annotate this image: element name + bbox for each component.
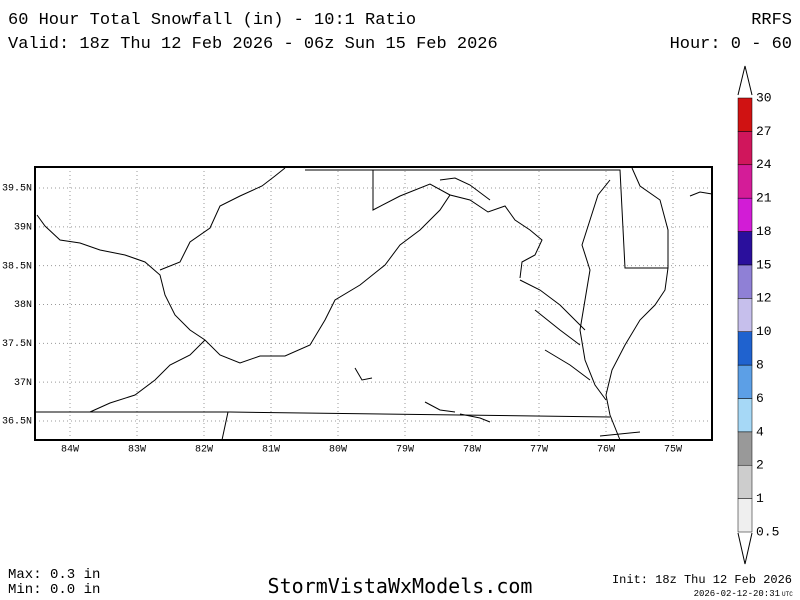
site-name: StormVistaWxModels.com [268,574,533,598]
lon-label: 80W [329,445,347,456]
lon-label: 82W [195,445,213,456]
model-name: RRFS [751,11,792,30]
lat-label: 37N [14,378,32,389]
colorbar-bin [737,298,753,332]
lon-label: 77W [530,445,548,456]
colorbar-label: 4 [756,424,764,439]
colorbar-label: 2 [756,458,764,473]
colorbar-bin [737,364,753,399]
colorbar-label: 30 [756,90,772,105]
colorbar-label: 15 [756,257,772,272]
lon-label: 84W [61,445,79,456]
colorbar-bin [737,464,753,499]
colorbar-label: 24 [756,157,772,172]
mason-dixon [305,169,668,269]
wv-ky-oh-border [36,194,543,364]
colorbar-label: 21 [756,191,772,206]
valid-time: Valid: 18z Thu 12 Feb 2026 - 06z Sun 15 … [8,35,498,54]
lon-label: 83W [128,445,146,456]
colorbar-label: 0.5 [756,524,779,539]
colorbar-label: 8 [756,358,764,373]
colorbar-bin [737,498,753,533]
forecast-hours: Hour: 0 - 60 [670,35,792,54]
timezone: UTC [782,591,793,598]
lat-label: 39.5N [2,184,32,195]
colorbar-bin [737,398,753,433]
lakes [354,367,491,423]
colorbar-label: 12 [756,291,772,306]
ohio-river [159,167,286,271]
wv-panhandle [372,170,491,211]
colorbar-bin [737,164,753,199]
lat-label: 36.5N [2,417,32,428]
chesapeake [579,179,611,401]
boundaries [35,167,713,441]
colorbar-label: 1 [756,491,764,506]
lon-label: 78W [463,445,481,456]
init-time: Init: 18z Thu 12 Feb 2026 [612,573,792,587]
colorbar-label: 18 [756,224,772,239]
map-title: 60 Hour Total Snowfall (in) - 10:1 Ratio [8,11,416,30]
potomac [519,279,591,381]
colorbar-bin [737,97,753,132]
lat-label: 39N [14,222,32,233]
timestamp: 2026-02-12-20:31 [694,589,780,599]
lon-label: 75W [664,445,682,456]
delmarva-coast [605,167,669,441]
colorbar-bin [737,131,753,166]
colorbar-bin [737,231,753,266]
map-frame [34,166,713,441]
colorbar-bin [737,197,753,232]
lon-label: 81W [262,445,280,456]
colorbar-bin [737,331,753,366]
va-nc-border [35,411,641,441]
colorbar-label: 6 [756,391,764,406]
max-value: Max: 0.3 in [8,567,100,583]
colorbar-top-arrow [737,65,753,96]
colorbar-bin [737,264,753,299]
colorbar-bin [737,431,753,466]
lon-label: 79W [396,445,414,456]
lat-label: 37.5N [2,339,32,350]
va-ky-border [89,339,206,413]
colorbar-label: 27 [756,124,772,139]
new-jersey [689,191,713,197]
min-value: Min: 0.0 in [8,582,100,598]
colorbar-label: 10 [756,324,772,339]
lat-label: 38.5N [2,261,32,272]
lat-label: 38N [14,300,32,311]
colorbar-bottom-arrow [737,532,753,565]
lon-label: 76W [597,445,615,456]
graticule [35,167,712,440]
